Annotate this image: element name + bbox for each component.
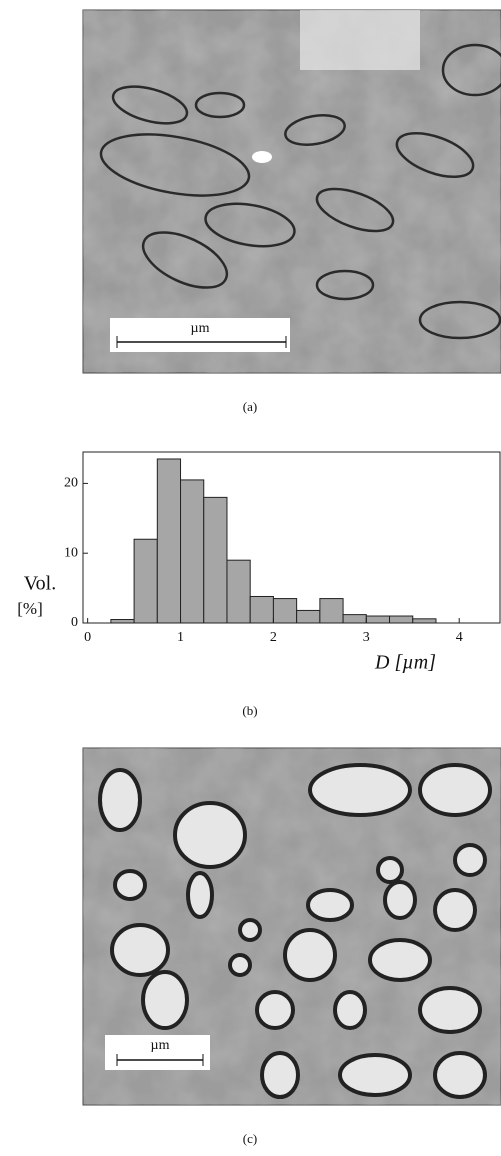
x-tick-label: 0 bbox=[84, 630, 91, 645]
bar bbox=[249, 595, 274, 624]
caption: (b) bbox=[242, 703, 257, 718]
x-tick-label: 2 bbox=[270, 630, 277, 645]
plot-frame bbox=[82, 451, 501, 624]
caption: (a) bbox=[243, 399, 257, 414]
scale-label: µm bbox=[191, 321, 210, 336]
y-tick-label: 20 bbox=[64, 476, 78, 491]
bar bbox=[412, 618, 437, 624]
bar bbox=[272, 598, 298, 624]
micrograph-c bbox=[82, 747, 501, 1106]
scale-label: µm bbox=[151, 1038, 170, 1053]
x-tick-label: 1 bbox=[177, 630, 184, 645]
bar bbox=[365, 615, 391, 624]
x-label: D [µm] bbox=[374, 652, 436, 674]
micrograph-a bbox=[82, 9, 501, 374]
bar bbox=[110, 619, 135, 624]
x-tick-label: 4 bbox=[456, 630, 463, 645]
bar bbox=[180, 479, 205, 624]
x-tick-label: 3 bbox=[363, 630, 370, 645]
bar bbox=[156, 458, 182, 624]
bar bbox=[342, 614, 367, 624]
y-tick-label: 10 bbox=[64, 545, 78, 560]
y-label: Vol. bbox=[24, 573, 56, 595]
bar bbox=[203, 496, 228, 624]
bar bbox=[319, 598, 344, 624]
bar bbox=[389, 615, 414, 624]
bar bbox=[226, 559, 251, 624]
bar bbox=[133, 538, 158, 624]
bar bbox=[296, 609, 321, 624]
y-tick-label: 0 bbox=[71, 615, 78, 630]
caption: (c) bbox=[243, 1131, 257, 1146]
y-label: [%] bbox=[17, 599, 42, 618]
